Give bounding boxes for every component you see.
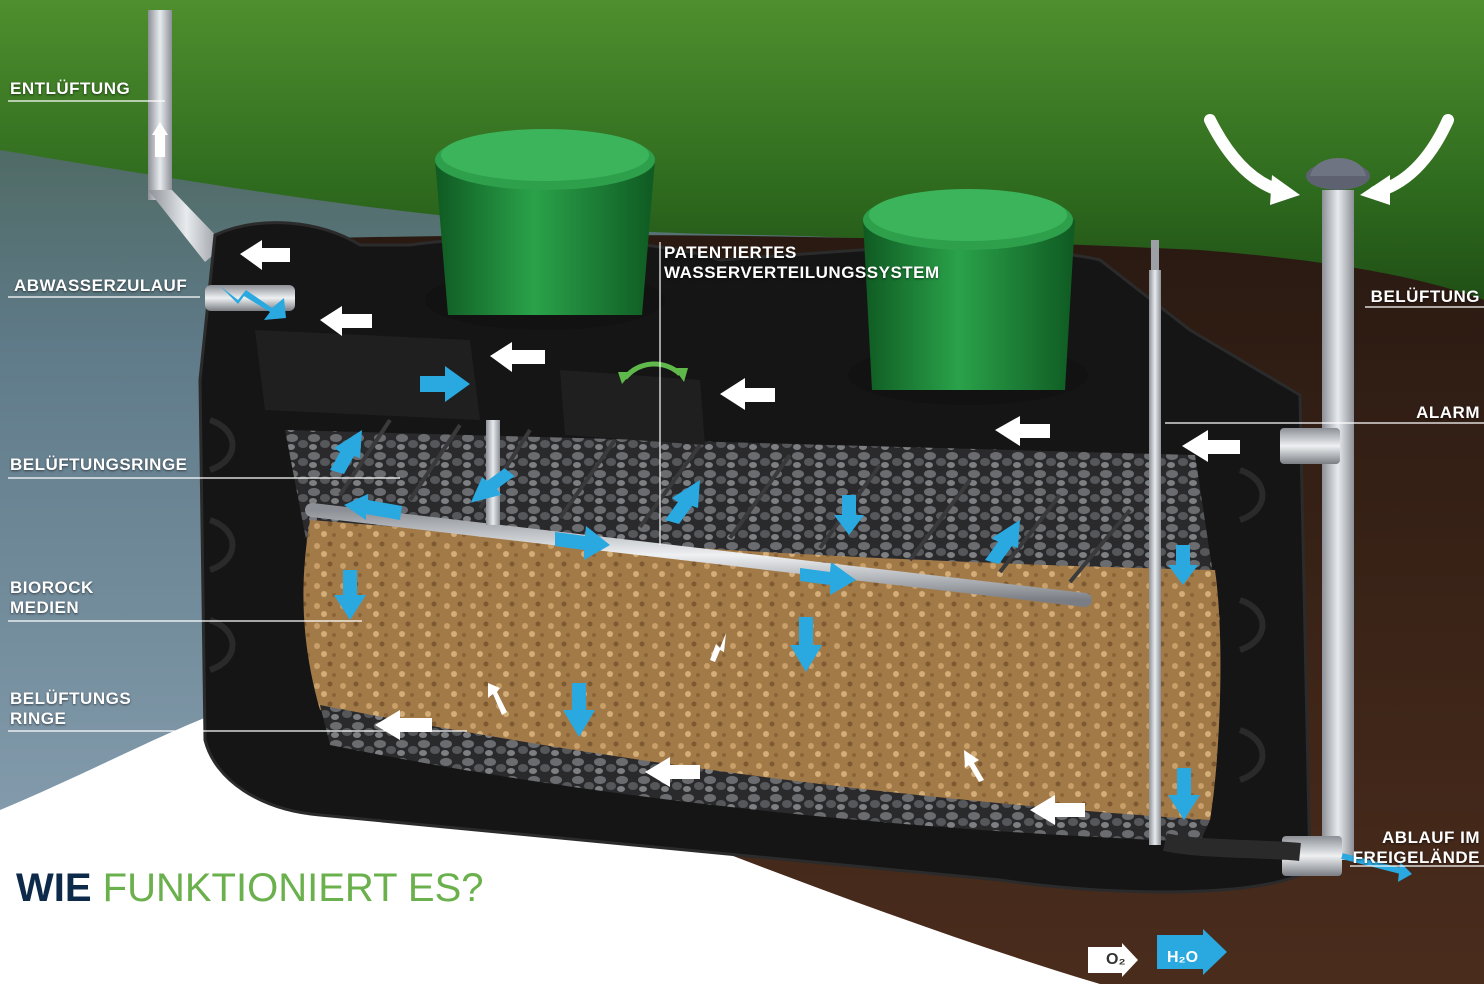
label-leader-lines bbox=[8, 100, 1484, 867]
label-belueftung: BELÜFTUNG bbox=[1370, 287, 1480, 306]
title-word-wie: WIE bbox=[16, 866, 92, 910]
distribution-pipe bbox=[305, 418, 1132, 607]
grass-area bbox=[0, 0, 1484, 320]
white-arrow-icon bbox=[240, 240, 1240, 825]
label-belueftungsringe-bottom: BELÜFTUNGS RINGE bbox=[10, 689, 132, 728]
blue-arrow-icon bbox=[220, 286, 1200, 820]
label-biorock-medien: BIOROCK MEDIEN bbox=[10, 578, 94, 617]
inlet-box bbox=[255, 330, 480, 420]
alarm-probe bbox=[1149, 240, 1161, 845]
distribution-box bbox=[560, 370, 705, 445]
o2-arrow-icon bbox=[1088, 943, 1138, 977]
label-abwasserzulauf: ABWASSERZULAUF bbox=[14, 276, 188, 295]
gravel-lower bbox=[320, 705, 1210, 842]
label-wasserverteilungssystem: PATENTIERTES WASSERVERTEILUNGSSYSTEM bbox=[664, 243, 940, 282]
label-alarm: ALARM bbox=[1416, 403, 1480, 422]
tank-ribs bbox=[208, 417, 1266, 783]
label-belueftungsringe-top: BELÜFTUNGSRINGE bbox=[10, 455, 188, 474]
h2o-badge: H₂O bbox=[1157, 929, 1227, 975]
vent-pipe bbox=[148, 10, 225, 262]
aeration-pipe bbox=[1162, 158, 1412, 882]
lid-left bbox=[425, 129, 665, 330]
o2-badge: O₂ bbox=[1088, 943, 1138, 977]
lid-right bbox=[848, 189, 1088, 405]
title-word-funktioniert: FUNKTIONIERT ES? bbox=[102, 866, 484, 910]
label-entlueftung: ENTLÜFTUNG bbox=[10, 79, 131, 98]
page-title: WIE FUNKTIONIERT ES? bbox=[16, 866, 484, 910]
h2o-arrow-icon bbox=[1157, 929, 1227, 975]
label-ablauf: ABLAUF IM FREIGELÄNDE bbox=[1352, 828, 1480, 867]
